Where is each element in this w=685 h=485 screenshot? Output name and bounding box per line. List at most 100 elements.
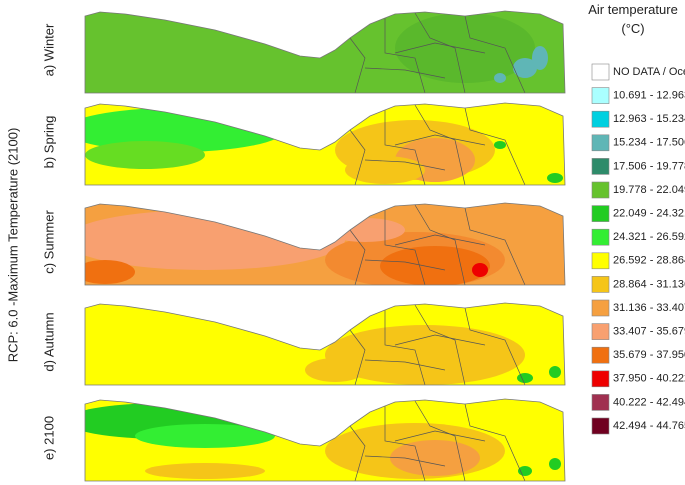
district-border	[464, 403, 526, 481]
district-border	[349, 129, 366, 185]
district-border	[464, 107, 526, 185]
district-border	[464, 15, 526, 93]
zone	[472, 263, 488, 277]
legend-swatch	[591, 323, 610, 340]
legend-swatch	[591, 276, 610, 293]
district-border	[364, 159, 446, 171]
zone	[325, 325, 525, 385]
zone	[305, 358, 365, 382]
district-border	[394, 42, 486, 54]
legend-label: 15.234 - 17.506	[613, 137, 685, 149]
coastline	[84, 398, 566, 482]
zone	[145, 463, 265, 479]
district-border	[349, 229, 366, 285]
district-border	[394, 134, 486, 146]
legend-swatch	[591, 228, 610, 246]
district-border	[384, 310, 426, 385]
zone	[135, 424, 275, 448]
panel-label: d) Autumn	[41, 312, 56, 371]
panel-label: b) Spring	[41, 116, 56, 169]
coastline	[84, 10, 566, 94]
district-border	[364, 259, 446, 271]
coastline	[84, 302, 566, 386]
map-panel	[84, 202, 566, 286]
legend-swatch	[591, 87, 610, 104]
zone	[395, 13, 535, 83]
legend-swatch	[591, 110, 610, 128]
legend-swatch	[591, 370, 610, 388]
map-panel	[84, 10, 566, 94]
district-border	[464, 207, 526, 285]
legend-swatch	[591, 299, 610, 317]
legend-label: 40.222 - 42.494	[613, 396, 685, 408]
district-border	[384, 406, 426, 481]
zones	[349, 12, 548, 93]
district-border	[414, 304, 466, 385]
legend-swatch	[591, 417, 610, 435]
zone	[380, 246, 490, 285]
zone	[513, 58, 537, 78]
district-border	[364, 67, 446, 79]
map-panel	[84, 302, 566, 386]
zone	[547, 173, 563, 183]
district-border	[394, 234, 486, 246]
zone	[325, 218, 405, 242]
legend-swatch	[591, 158, 610, 175]
y-axis-title: RCP: 6.0 -Maximum Temperature (2100)	[5, 128, 20, 363]
legend-swatch	[591, 205, 610, 222]
legend-swatch	[591, 63, 610, 81]
panel-label: a) Winter	[41, 23, 56, 76]
legend-label: 31.136 - 33.407	[613, 302, 685, 314]
district-border	[384, 210, 426, 285]
district-border	[364, 455, 446, 467]
district-border	[414, 400, 466, 481]
legend-label: 26.592 - 28.864	[613, 255, 685, 267]
legend-label: 37.950 - 40.222	[613, 373, 685, 385]
legend-swatch	[591, 134, 610, 152]
district-border	[414, 104, 466, 185]
coastline	[84, 202, 566, 286]
legend-label: 42.494 - 44.765	[613, 420, 685, 432]
zone	[532, 46, 548, 70]
legend-label: 24.321 - 26.592	[613, 231, 685, 243]
zone	[517, 373, 533, 383]
zone	[518, 466, 532, 476]
legend-label: 12.963 - 15.234	[613, 113, 685, 125]
zone	[494, 141, 506, 149]
zone	[85, 141, 205, 169]
legend-swatch	[591, 181, 610, 199]
legend-label: 19.778 - 22.049	[613, 184, 685, 196]
legend-label: 17.506 - 19.778	[613, 160, 685, 172]
panel-label: e) 2100	[41, 416, 56, 460]
zone	[494, 73, 506, 83]
zones	[85, 104, 563, 185]
legend-label: 22.049 - 24.321	[613, 208, 685, 220]
zone	[549, 458, 561, 470]
district-border	[394, 334, 486, 346]
legend-swatch	[591, 252, 610, 270]
legend-label: 35.679 - 37.950	[613, 349, 685, 361]
legend-swatch	[591, 346, 610, 364]
zone	[345, 156, 425, 184]
legend-label: NO DATA / Ocean	[613, 66, 685, 78]
legend-swatch	[591, 394, 610, 411]
district-border	[349, 329, 366, 385]
district-border	[349, 425, 366, 481]
map-panel	[84, 102, 566, 186]
zone	[390, 440, 480, 476]
district-border	[384, 18, 426, 93]
legend-label: 28.864 - 31.136	[613, 278, 685, 290]
legend-label: 33.407 - 35.679	[613, 326, 685, 338]
zone	[549, 366, 561, 378]
zones	[305, 304, 561, 385]
zones	[85, 400, 561, 481]
legend-label: 10.691 - 12.963	[613, 90, 685, 102]
legend-title: Air temperature (°C)	[588, 2, 678, 36]
district-border	[394, 430, 486, 442]
panel-label: c) Summer	[41, 210, 56, 274]
district-border	[414, 12, 466, 93]
district-border	[364, 359, 446, 371]
coastline	[84, 102, 566, 186]
